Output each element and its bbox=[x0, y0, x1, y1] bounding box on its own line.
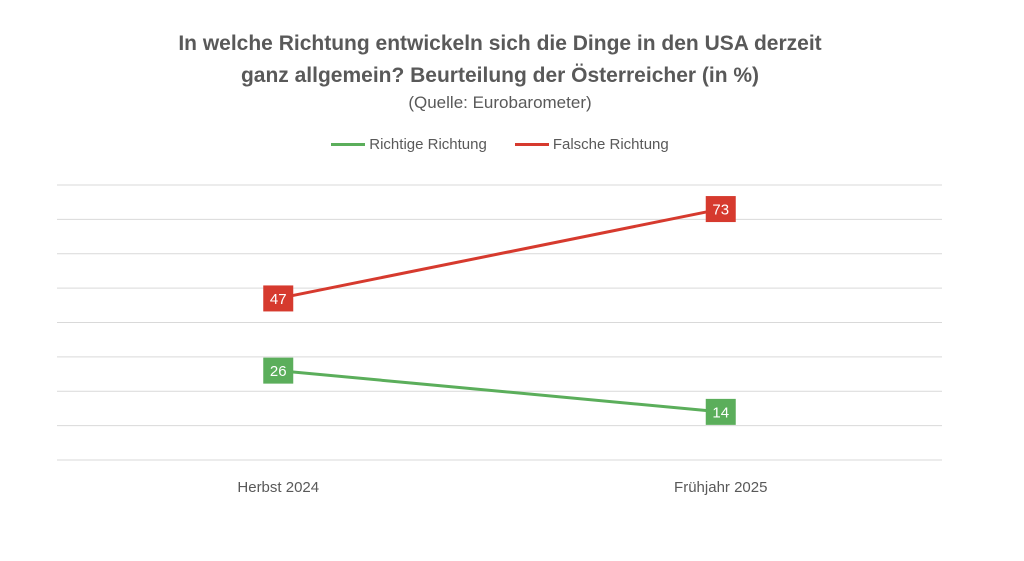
legend-swatch-richtige bbox=[331, 143, 366, 146]
data-label: 73 bbox=[712, 202, 729, 219]
chart-subtitle: (Quelle: Eurobarometer) bbox=[408, 93, 592, 112]
legend-label-richtige: Richtige Richtung bbox=[369, 136, 487, 153]
legend-item-richtige: Richtige Richtung bbox=[331, 136, 487, 153]
chart-title-line-2: ganz allgemein? Beurteilung der Österrei… bbox=[240, 64, 760, 87]
data-label: 26 bbox=[270, 363, 287, 380]
data-point-marker bbox=[263, 357, 294, 384]
chart-title-line-1: In welche Richtung entwickeln sich die D… bbox=[178, 32, 822, 55]
legend-item-falsche: Falsche Richtung bbox=[514, 136, 669, 153]
legend: Richtige Richtung Falsche Richtung bbox=[0, 136, 1000, 153]
series-line-0 bbox=[278, 369, 721, 414]
legend-label-falsche: Falsche Richtung bbox=[552, 136, 669, 153]
legend-swatch-falsche bbox=[514, 143, 549, 146]
data-point-marker bbox=[705, 398, 736, 425]
data-point-marker bbox=[263, 285, 294, 312]
x-tick-label: Frühjahr 2025 bbox=[674, 479, 767, 496]
data-label: 14 bbox=[712, 404, 729, 421]
series-line-1 bbox=[277, 207, 722, 300]
data-label: 47 bbox=[270, 291, 287, 308]
x-tick-label: Herbst 2024 bbox=[237, 479, 319, 496]
data-point-marker bbox=[705, 196, 736, 223]
